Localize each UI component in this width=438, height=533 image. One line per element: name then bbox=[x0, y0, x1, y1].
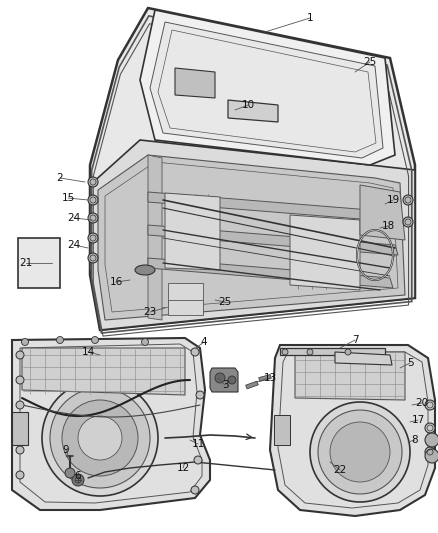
Text: 22: 22 bbox=[333, 465, 346, 475]
Polygon shape bbox=[22, 348, 185, 395]
Bar bbox=[259, 375, 271, 382]
Text: 8: 8 bbox=[412, 435, 418, 445]
Circle shape bbox=[215, 373, 225, 383]
Polygon shape bbox=[148, 225, 398, 255]
Circle shape bbox=[88, 233, 98, 243]
Circle shape bbox=[318, 410, 402, 494]
Circle shape bbox=[425, 400, 435, 410]
Circle shape bbox=[88, 195, 98, 205]
Bar bbox=[246, 381, 258, 389]
Circle shape bbox=[194, 456, 202, 464]
Circle shape bbox=[307, 349, 313, 355]
Circle shape bbox=[310, 402, 410, 502]
Text: 15: 15 bbox=[61, 193, 74, 203]
Text: 14: 14 bbox=[81, 347, 95, 357]
Text: 11: 11 bbox=[191, 439, 205, 449]
Polygon shape bbox=[165, 193, 220, 270]
Circle shape bbox=[88, 253, 98, 263]
Circle shape bbox=[16, 401, 24, 409]
Circle shape bbox=[16, 376, 24, 384]
Circle shape bbox=[72, 474, 84, 486]
Text: 24: 24 bbox=[67, 213, 81, 223]
Circle shape bbox=[21, 338, 28, 345]
Text: 3: 3 bbox=[222, 380, 228, 390]
Bar bbox=[168, 283, 203, 305]
Text: 21: 21 bbox=[19, 258, 32, 268]
Polygon shape bbox=[148, 258, 393, 288]
Polygon shape bbox=[98, 155, 405, 320]
Polygon shape bbox=[360, 185, 405, 240]
Text: 5: 5 bbox=[407, 358, 413, 368]
Text: 1: 1 bbox=[307, 13, 313, 23]
Polygon shape bbox=[335, 352, 392, 365]
Text: 25: 25 bbox=[364, 57, 377, 67]
Circle shape bbox=[403, 195, 413, 205]
Circle shape bbox=[425, 449, 438, 463]
Polygon shape bbox=[18, 238, 60, 288]
Polygon shape bbox=[270, 345, 435, 516]
Text: 12: 12 bbox=[177, 463, 190, 473]
Text: 18: 18 bbox=[381, 221, 395, 231]
Circle shape bbox=[425, 423, 435, 433]
Circle shape bbox=[141, 338, 148, 345]
Circle shape bbox=[16, 351, 24, 359]
Circle shape bbox=[282, 349, 288, 355]
Text: 20: 20 bbox=[415, 398, 428, 408]
Polygon shape bbox=[140, 10, 395, 165]
Text: 4: 4 bbox=[201, 337, 207, 347]
Text: 24: 24 bbox=[67, 240, 81, 250]
Text: 7: 7 bbox=[352, 335, 358, 345]
Bar bbox=[168, 300, 203, 315]
Polygon shape bbox=[175, 68, 215, 98]
Circle shape bbox=[62, 400, 138, 476]
Circle shape bbox=[16, 471, 24, 479]
Circle shape bbox=[345, 349, 351, 355]
Text: 13: 13 bbox=[263, 373, 277, 383]
Text: 6: 6 bbox=[75, 471, 81, 481]
Text: 9: 9 bbox=[63, 445, 69, 455]
Text: 23: 23 bbox=[143, 307, 157, 317]
Circle shape bbox=[42, 380, 158, 496]
Circle shape bbox=[57, 336, 64, 343]
Polygon shape bbox=[150, 22, 383, 158]
Text: 16: 16 bbox=[110, 277, 123, 287]
Circle shape bbox=[16, 446, 24, 454]
Text: 2: 2 bbox=[57, 173, 64, 183]
Text: 19: 19 bbox=[386, 195, 399, 205]
Circle shape bbox=[50, 388, 150, 488]
Circle shape bbox=[88, 177, 98, 187]
Polygon shape bbox=[210, 368, 238, 392]
Polygon shape bbox=[148, 192, 398, 222]
Circle shape bbox=[196, 391, 204, 399]
Circle shape bbox=[191, 348, 199, 356]
Circle shape bbox=[191, 486, 199, 494]
Circle shape bbox=[78, 416, 122, 460]
Circle shape bbox=[425, 447, 435, 457]
Ellipse shape bbox=[135, 265, 155, 275]
Circle shape bbox=[228, 376, 236, 384]
Polygon shape bbox=[90, 8, 415, 330]
Text: 17: 17 bbox=[411, 415, 424, 425]
Circle shape bbox=[425, 433, 438, 447]
Circle shape bbox=[403, 217, 413, 227]
Text: 25: 25 bbox=[219, 297, 232, 307]
Polygon shape bbox=[12, 412, 28, 445]
Circle shape bbox=[65, 468, 75, 478]
Circle shape bbox=[88, 213, 98, 223]
Polygon shape bbox=[12, 338, 210, 510]
Polygon shape bbox=[295, 352, 405, 400]
Polygon shape bbox=[280, 348, 385, 355]
Polygon shape bbox=[148, 155, 162, 320]
Circle shape bbox=[92, 336, 99, 343]
Polygon shape bbox=[90, 140, 415, 330]
Polygon shape bbox=[290, 215, 360, 290]
Text: 10: 10 bbox=[241, 100, 254, 110]
Polygon shape bbox=[274, 415, 290, 445]
Circle shape bbox=[330, 422, 390, 482]
Polygon shape bbox=[228, 100, 278, 122]
